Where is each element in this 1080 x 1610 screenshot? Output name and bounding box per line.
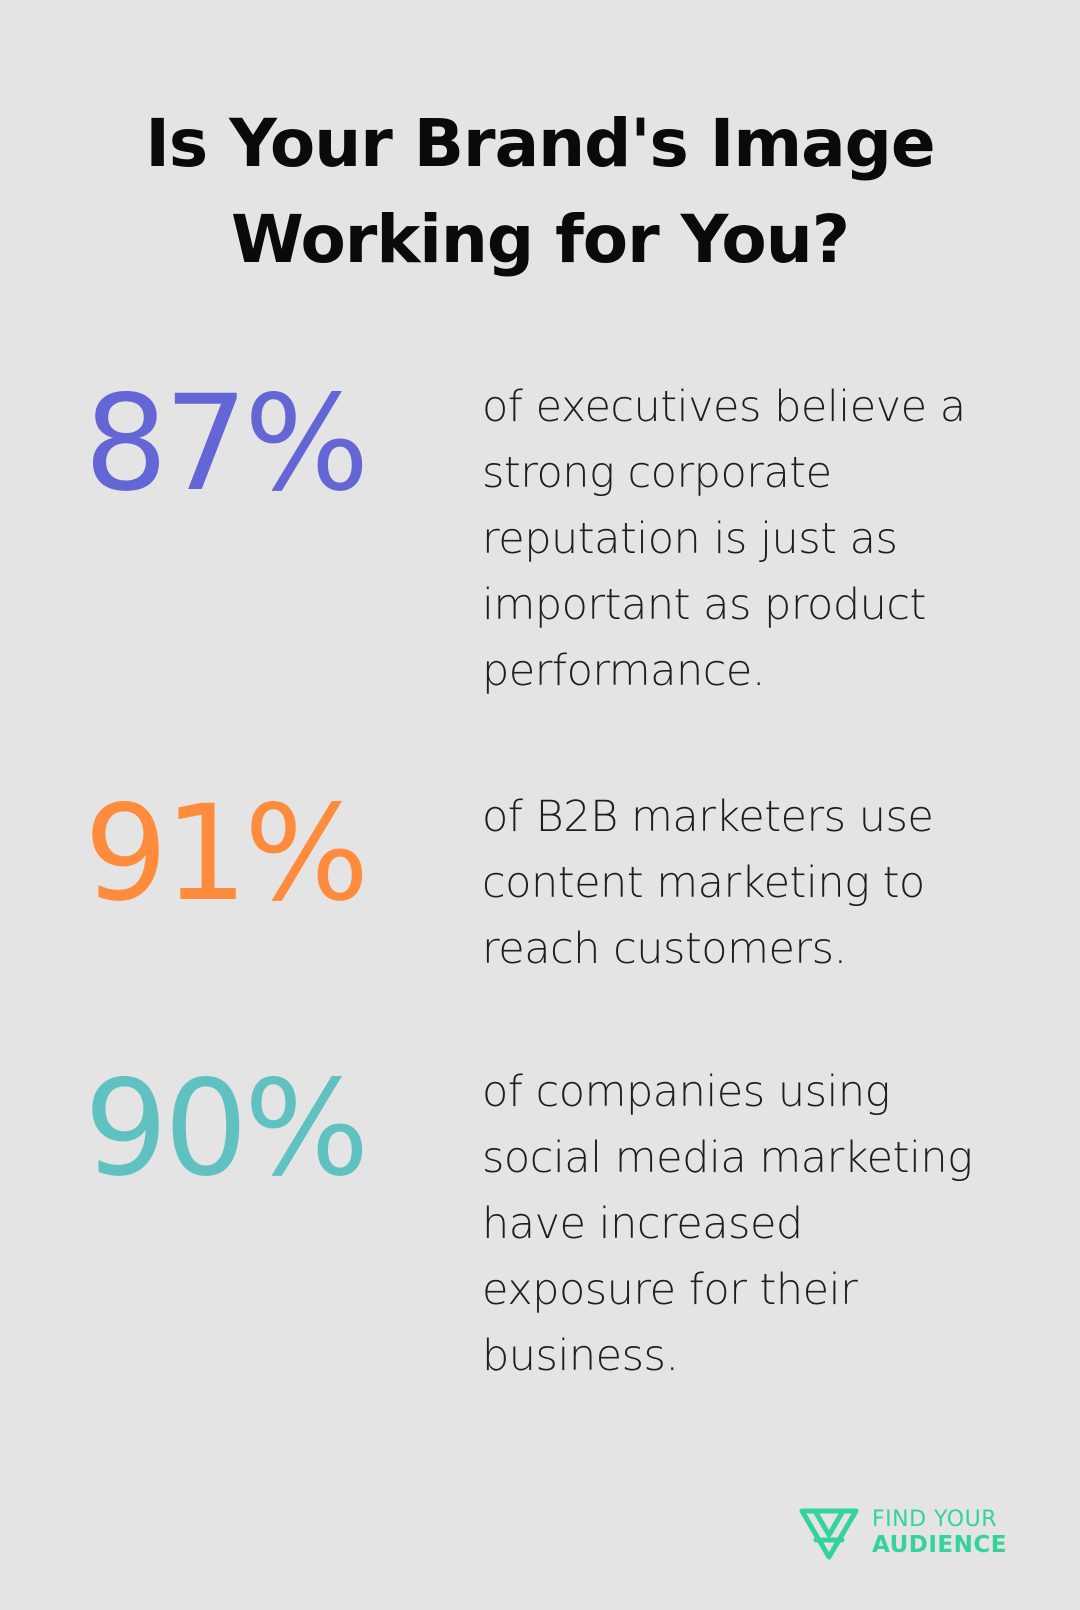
stat-description-line: important as product [482,580,926,630]
stat-description-line: social media marketing [482,1133,973,1183]
stat-description-line: of executives believe a [482,382,966,432]
stat-value: 91% [84,777,369,931]
stat-description-line: reputation is just as [482,514,898,564]
stat-description: of B2B marketers use content marketing t… [482,784,1002,982]
stat-description-line: content marketing to [482,858,925,908]
stat-description-line: performance. [482,646,766,696]
stat-description: of companies using social media marketin… [482,1059,1002,1389]
stat-description-line: have increased [482,1199,803,1249]
stat-value: 87% [84,367,369,521]
stat-description-line: business. [482,1331,679,1381]
stat-description-line: of companies using [482,1067,890,1117]
stat-description-line: strong corporate [482,448,832,498]
stat-description-line: exposure for their [482,1265,858,1315]
logo-text-line-2: AUDIENCE [872,1532,1007,1558]
stat-description-line: of B2B marketers use [482,792,934,842]
page-title-line-2: Working for You? [231,201,850,278]
logo-text-line-1: FIND YOUR [872,1507,997,1532]
page-title: Is Your Brand's Image Working for You? [40,96,1040,288]
stat-description-line: reach customers. [482,924,847,974]
find-your-audience-logo-icon [799,1508,859,1560]
page-title-line-1: Is Your Brand's Image [145,105,935,182]
stat-description: of executives believe a strong corporate… [482,374,1002,704]
brand-logo: FIND YOUR AUDIENCE [798,1506,1018,1562]
stat-value: 90% [84,1052,369,1206]
